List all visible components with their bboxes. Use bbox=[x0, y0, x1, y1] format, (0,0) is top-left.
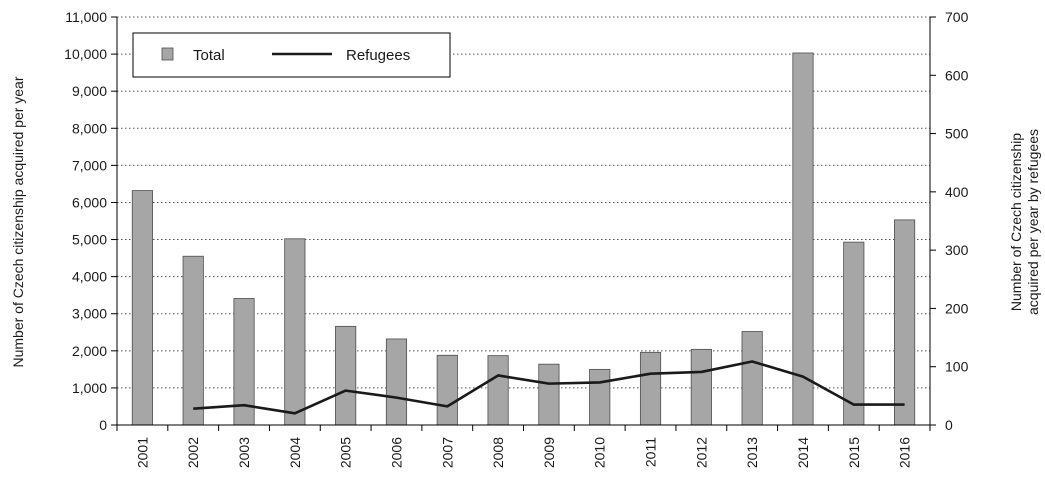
left-tick-label: 5,000 bbox=[72, 232, 107, 248]
left-tick-label: 2,000 bbox=[72, 343, 107, 359]
right-tick-label: 500 bbox=[945, 126, 969, 142]
left-tick-label: 10,000 bbox=[64, 46, 107, 62]
legend-total-swatch bbox=[162, 48, 173, 60]
legend: Total Refugees bbox=[133, 33, 450, 77]
x-tick-label: 2007 bbox=[439, 437, 455, 468]
left-tick-label: 4,000 bbox=[72, 269, 107, 285]
x-tick-label: 2008 bbox=[490, 437, 506, 468]
bar-total-2013 bbox=[742, 332, 762, 425]
right-axis-title-line-2: acquired per year by refugees bbox=[1025, 129, 1041, 315]
x-tick-label: 2011 bbox=[643, 437, 659, 467]
x-tick-label: 2001 bbox=[134, 437, 150, 468]
legend-total-label: Total bbox=[193, 47, 225, 64]
x-tick-label: 2015 bbox=[846, 437, 862, 468]
bar-total-2005 bbox=[335, 326, 355, 425]
bar-total-2014 bbox=[793, 53, 813, 425]
bars bbox=[132, 53, 915, 425]
left-axis-title: Number of Czech citizenship acquired per… bbox=[10, 76, 26, 367]
right-tick-label: 300 bbox=[945, 242, 969, 258]
x-tick-label: 2014 bbox=[795, 437, 811, 468]
left-tick-label: 8,000 bbox=[72, 120, 107, 136]
x-tick-label: 2012 bbox=[693, 437, 709, 468]
x-tick-label: 2003 bbox=[236, 437, 252, 468]
right-tick-label: 100 bbox=[945, 359, 969, 375]
bar-total-2007 bbox=[437, 355, 457, 425]
x-tick-label: 2006 bbox=[388, 437, 404, 468]
x-tick-label: 2002 bbox=[185, 437, 201, 468]
x-tick-label: 2005 bbox=[338, 437, 354, 468]
left-tick-label: 7,000 bbox=[72, 157, 107, 173]
left-tick-label: 6,000 bbox=[72, 194, 107, 210]
bar-total-2015 bbox=[844, 242, 864, 425]
left-tick-label: 0 bbox=[99, 417, 107, 433]
bar-total-2008 bbox=[488, 356, 508, 425]
bar-total-2016 bbox=[894, 220, 914, 425]
bar-total-2011 bbox=[640, 352, 660, 425]
bar-total-2009 bbox=[539, 364, 559, 425]
bar-total-2002 bbox=[183, 256, 203, 425]
bar-total-2006 bbox=[386, 339, 406, 425]
left-tick-label: 11,000 bbox=[65, 9, 107, 25]
right-tick-label: 600 bbox=[945, 67, 969, 83]
bar-total-2010 bbox=[590, 369, 610, 425]
right-tick-label: 200 bbox=[945, 300, 969, 316]
right-tick-label: 700 bbox=[945, 9, 969, 25]
bar-total-2004 bbox=[285, 239, 305, 425]
x-tick-label: 2010 bbox=[592, 437, 608, 468]
x-tick-label: 2004 bbox=[287, 437, 303, 468]
bar-total-2012 bbox=[691, 349, 711, 425]
right-tick-label: 400 bbox=[945, 184, 969, 200]
legend-refugees-label: Refugees bbox=[346, 47, 410, 64]
x-tick-label: 2016 bbox=[897, 437, 913, 468]
left-tick-label: 9,000 bbox=[72, 83, 107, 99]
bar-total-2001 bbox=[132, 191, 152, 425]
right-tick-label: 0 bbox=[945, 417, 953, 433]
left-tick-label: 1,000 bbox=[72, 380, 107, 396]
left-tick-label: 3,000 bbox=[72, 306, 107, 322]
right-axis-title-line-1: Number of Czech citizenship bbox=[1008, 133, 1024, 311]
x-tick-label: 2009 bbox=[541, 437, 557, 468]
x-tick-label: 2013 bbox=[744, 437, 760, 468]
